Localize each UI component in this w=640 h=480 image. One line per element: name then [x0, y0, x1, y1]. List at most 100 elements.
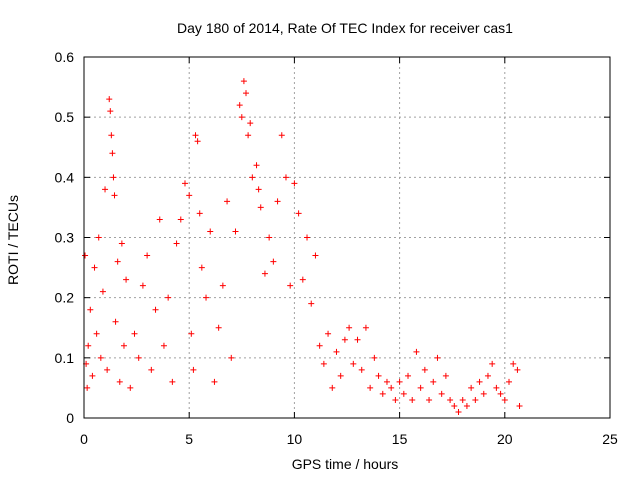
data-point	[107, 108, 114, 115]
data-point	[97, 354, 104, 361]
y-tick-label: 0.5	[55, 109, 75, 125]
data-point	[245, 132, 252, 139]
data-point	[203, 294, 210, 301]
data-point	[379, 390, 386, 397]
data-point	[215, 324, 222, 331]
data-point	[455, 408, 462, 415]
data-point	[238, 114, 245, 121]
data-point	[127, 384, 134, 391]
data-point	[266, 234, 273, 241]
data-point	[506, 378, 513, 385]
data-point	[484, 372, 491, 379]
data-point	[270, 258, 277, 265]
data-point	[383, 378, 390, 385]
data-point	[426, 396, 433, 403]
data-point	[341, 336, 348, 343]
data-point	[312, 252, 319, 259]
data-point	[480, 390, 487, 397]
data-point	[392, 396, 399, 403]
data-point	[501, 396, 508, 403]
data-point	[308, 300, 315, 307]
data-point	[236, 102, 243, 109]
data-point	[95, 234, 102, 241]
data-point	[434, 354, 441, 361]
chart-title: Day 180 of 2014, Rate Of TEC Index for r…	[177, 20, 513, 36]
data-point	[211, 378, 218, 385]
data-point	[430, 378, 437, 385]
data-point	[165, 294, 172, 301]
data-point	[123, 276, 130, 283]
data-point	[451, 402, 458, 409]
y-tick-label: 0.1	[55, 350, 75, 366]
plot-frame	[83, 56, 611, 419]
data-point	[228, 354, 235, 361]
data-point	[194, 138, 201, 145]
data-point	[514, 366, 521, 373]
data-point	[255, 186, 262, 193]
data-point	[192, 132, 199, 139]
data-point	[447, 396, 454, 403]
data-point	[388, 384, 395, 391]
data-point	[367, 384, 374, 391]
data-point	[493, 384, 500, 391]
data-point	[510, 360, 517, 367]
x-tick-label: 25	[602, 431, 618, 447]
data-point	[87, 306, 94, 313]
data-point	[91, 264, 98, 271]
data-point	[304, 234, 311, 241]
data-point	[102, 186, 109, 193]
data-point	[139, 282, 146, 289]
data-point	[85, 342, 92, 349]
data-point	[109, 150, 116, 157]
data-point	[417, 384, 424, 391]
data-point	[190, 366, 197, 373]
data-point	[346, 324, 353, 331]
data-point	[106, 96, 113, 103]
data-point	[111, 192, 118, 199]
data-point	[104, 366, 111, 373]
data-point	[152, 306, 159, 313]
y-tick-label: 0	[66, 410, 74, 426]
data-point	[173, 240, 180, 247]
data-point	[497, 390, 504, 397]
data-point	[350, 360, 357, 367]
data-point	[232, 228, 239, 235]
data-point	[320, 360, 327, 367]
data-point	[219, 282, 226, 289]
data-point	[148, 366, 155, 373]
data-point	[438, 390, 445, 397]
data-point	[413, 348, 420, 355]
data-point	[421, 366, 428, 373]
data-point	[120, 342, 127, 349]
data-point	[325, 330, 332, 337]
data-point	[400, 390, 407, 397]
data-point	[371, 354, 378, 361]
data-point	[156, 216, 163, 223]
x-axis-title: GPS time / hours	[292, 456, 399, 472]
data-point	[476, 378, 483, 385]
data-point	[257, 204, 264, 211]
data-point	[463, 402, 470, 409]
y-tick-label: 0.4	[55, 169, 75, 185]
data-point	[329, 384, 336, 391]
data-point	[118, 240, 125, 247]
grid-lines	[84, 57, 610, 418]
data-point	[108, 132, 115, 139]
x-tick-label: 10	[287, 431, 303, 447]
data-point	[188, 330, 195, 337]
axis-tick-labels: 0 5 10 15 20 25 0 0.1 0.2 0.3 0.4 0.5 0.6	[55, 49, 618, 447]
data-point	[295, 210, 302, 217]
data-point	[186, 192, 193, 199]
data-point	[291, 180, 298, 187]
data-point	[362, 324, 369, 331]
data-point	[93, 330, 100, 337]
data-point	[354, 336, 361, 343]
axis-ticks	[83, 56, 611, 419]
data-point	[89, 372, 96, 379]
y-axis-title: ROTI / TECUs	[5, 195, 21, 285]
data-point	[337, 372, 344, 379]
data-point	[261, 270, 268, 277]
data-point	[396, 378, 403, 385]
data-point	[274, 198, 281, 205]
data-point	[160, 342, 167, 349]
